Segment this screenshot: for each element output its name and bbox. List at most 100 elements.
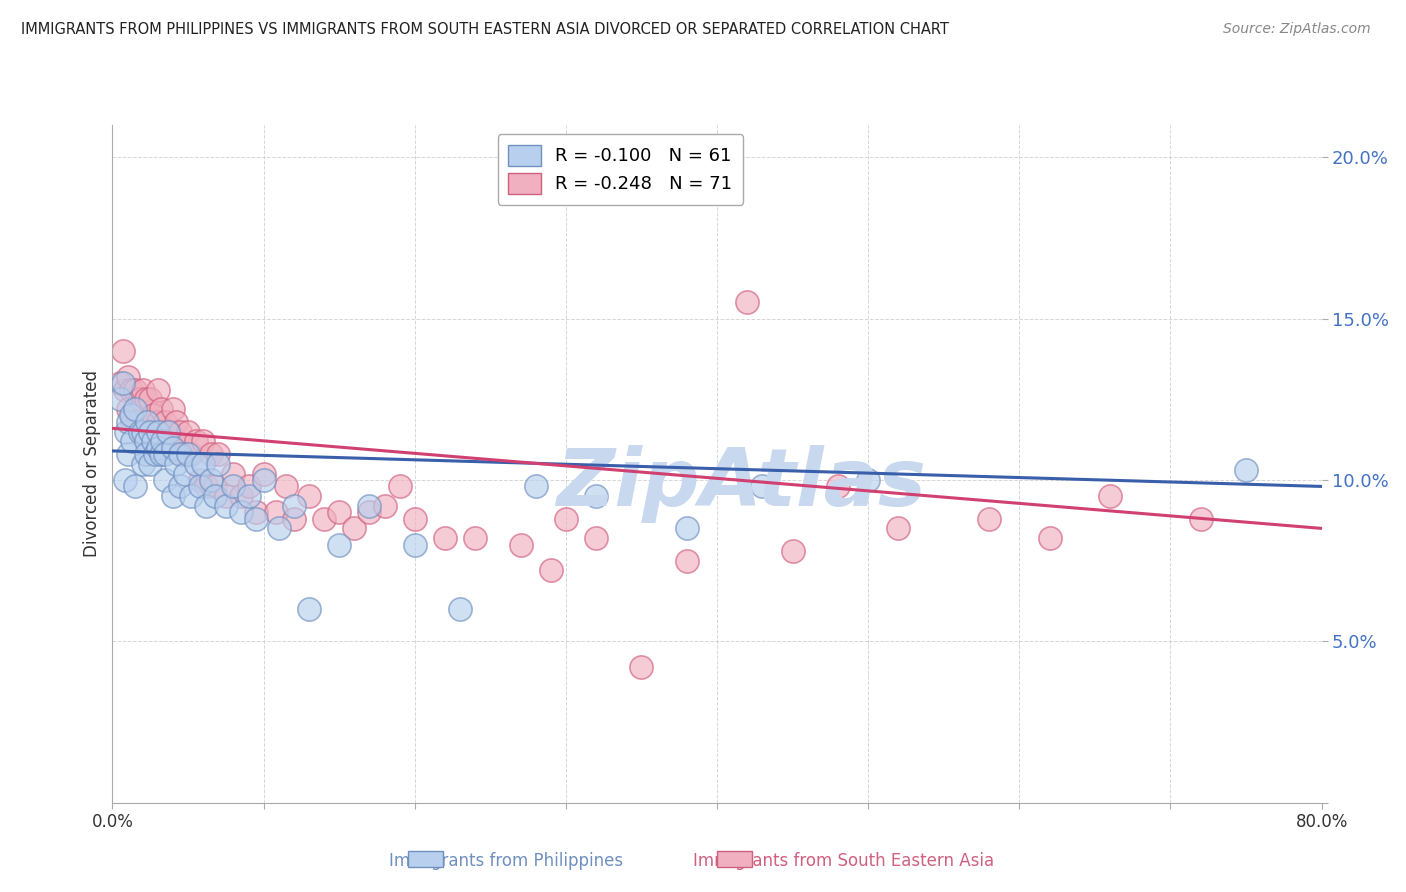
Point — [585, 531, 607, 545]
Point — [188, 473, 211, 487]
Point — [264, 505, 287, 519]
Point — [238, 489, 260, 503]
Point — [120, 383, 142, 397]
Point — [121, 434, 143, 449]
Point — [121, 415, 143, 429]
Point — [120, 409, 142, 423]
Point — [222, 479, 245, 493]
Point — [238, 479, 260, 493]
Point — [115, 425, 138, 439]
Point — [464, 531, 486, 545]
Point — [404, 512, 426, 526]
Text: Source: ZipAtlas.com: Source: ZipAtlas.com — [1223, 22, 1371, 37]
Point — [1234, 463, 1257, 477]
Point — [128, 425, 150, 439]
Point — [1189, 512, 1212, 526]
Point — [204, 489, 226, 503]
Point — [132, 425, 155, 439]
Point — [117, 369, 139, 384]
Point — [136, 415, 159, 429]
Point — [180, 489, 202, 503]
Point — [253, 467, 276, 481]
Point — [554, 512, 576, 526]
Point — [207, 447, 229, 461]
Y-axis label: Divorced or Separated: Divorced or Separated — [83, 370, 101, 558]
Point — [191, 457, 214, 471]
Point — [314, 512, 336, 526]
Point — [204, 479, 226, 493]
Point — [751, 479, 773, 493]
Point — [195, 499, 218, 513]
Point — [135, 392, 157, 407]
Point — [200, 473, 222, 487]
Point — [188, 479, 211, 493]
Text: Immigrants from South Eastern Asia: Immigrants from South Eastern Asia — [693, 852, 994, 870]
Point — [149, 447, 172, 461]
Point — [155, 473, 177, 487]
Point — [298, 602, 321, 616]
Point — [245, 505, 267, 519]
Point — [150, 425, 173, 439]
Point — [139, 425, 162, 439]
Point — [117, 415, 139, 429]
Point — [155, 415, 177, 429]
Point — [136, 415, 159, 429]
Point — [155, 447, 177, 461]
Point — [139, 392, 162, 407]
Point — [180, 447, 202, 461]
Point — [162, 441, 184, 455]
Point — [128, 392, 150, 407]
Point — [328, 537, 350, 551]
Point — [117, 447, 139, 461]
Point — [328, 505, 350, 519]
Point — [509, 537, 531, 551]
Point — [169, 425, 191, 439]
Point — [229, 505, 252, 519]
Point — [162, 434, 184, 449]
Point — [184, 434, 207, 449]
Point — [132, 425, 155, 439]
Point — [173, 447, 195, 461]
Point — [276, 479, 298, 493]
Point — [675, 554, 697, 568]
Point — [177, 447, 200, 461]
Point — [162, 489, 184, 503]
Point — [524, 479, 547, 493]
Point — [215, 499, 238, 513]
Point — [165, 415, 187, 429]
Point — [359, 499, 381, 513]
Point — [132, 383, 155, 397]
Point — [449, 602, 471, 616]
Point — [977, 512, 1000, 526]
Point — [283, 499, 305, 513]
Point — [782, 544, 804, 558]
Legend: R = -0.100   N = 61, R = -0.248   N = 71: R = -0.100 N = 61, R = -0.248 N = 71 — [498, 134, 744, 204]
Point — [132, 457, 155, 471]
Point — [146, 415, 169, 429]
Point — [149, 401, 172, 416]
Point — [195, 479, 218, 493]
Point — [169, 447, 191, 461]
Point — [159, 425, 181, 439]
Point — [207, 457, 229, 471]
Point — [108, 376, 131, 391]
Point — [146, 383, 169, 397]
Point — [114, 473, 136, 487]
Point — [200, 447, 222, 461]
Point — [162, 401, 184, 416]
Point — [165, 457, 187, 471]
Point — [112, 376, 135, 391]
Point — [298, 489, 321, 503]
Point — [215, 489, 238, 503]
Point — [245, 512, 267, 526]
Point — [169, 479, 191, 493]
Point — [856, 473, 880, 487]
Point — [135, 434, 157, 449]
Point — [184, 457, 207, 471]
Point — [191, 434, 214, 449]
Point — [124, 383, 146, 397]
Text: ZipAtlas: ZipAtlas — [557, 445, 927, 524]
Point — [433, 531, 456, 545]
Point — [139, 457, 162, 471]
Point — [229, 489, 252, 503]
